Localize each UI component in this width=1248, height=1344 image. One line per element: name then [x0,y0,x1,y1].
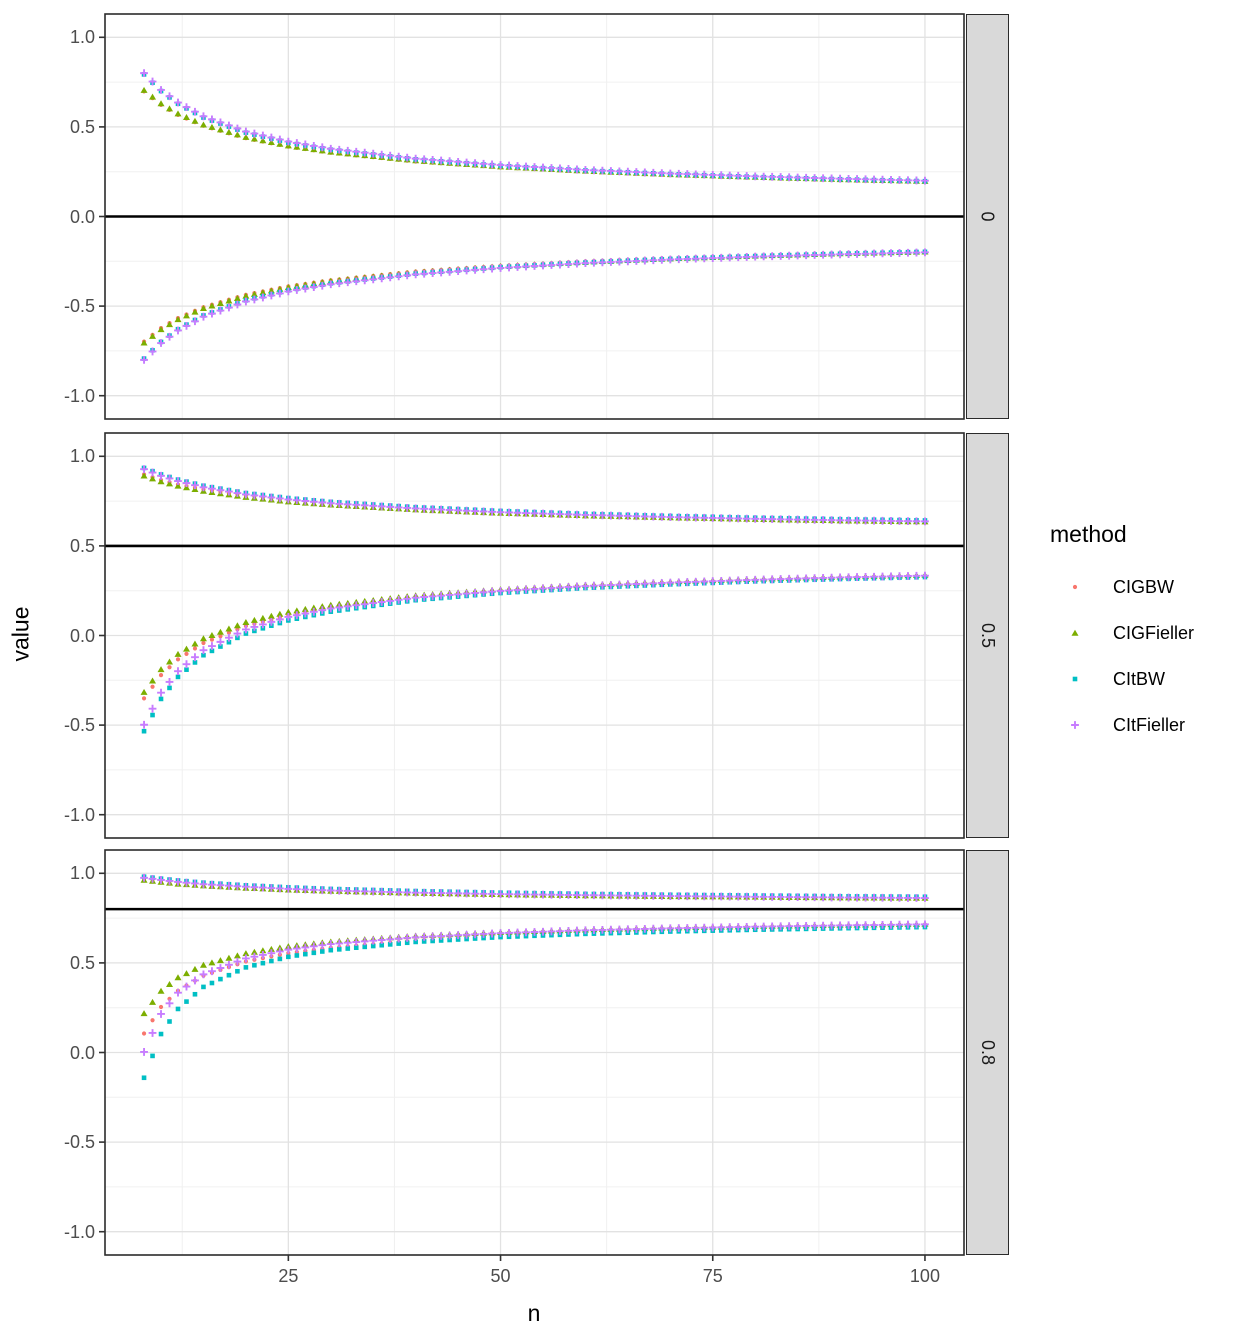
y-tick-label: 0.5 [69,952,95,973]
y-tick-label: 1.0 [69,863,95,884]
facet-strip-0.5: 0.5 [966,433,1009,838]
y-tick-label: 0.0 [69,625,95,646]
x-tick-label: 50 [490,1266,511,1286]
y-tick-label: -0.5 [63,296,95,317]
facet-strip-label: 0.8 [978,1039,998,1066]
cigbw-marker-icon [1072,584,1078,590]
y-tick-label: 0.0 [69,206,95,227]
panel-0 [99,13,965,420]
panel-0.8 [99,849,965,1261]
series-CItFieller-points [140,873,929,1056]
y-tick-label: -1.0 [63,804,95,825]
citfieller-marker-icon [1071,721,1079,729]
x-tick-label: 25 [278,1266,299,1286]
y-tick-label: -1.0 [63,385,95,406]
y-tick-label: 0.0 [69,1042,95,1063]
x-tick-label: 100 [909,1266,940,1286]
y-tick-label: 1.0 [69,27,95,48]
x-tick-label: 75 [702,1266,723,1286]
facet-strip-0.8: 0.8 [966,850,1009,1255]
legend-item-cigbw: CIGBW [1040,564,1248,610]
series-CItFieller-points [140,465,929,729]
legend-label: CIGBW [1113,576,1174,597]
x-axis-title: n [527,1300,541,1326]
facet-strip-label: 0.5 [978,622,998,649]
series-CItFieller-points [140,69,929,364]
legend-label: CItBW [1113,668,1165,689]
y-tick-label: 0.5 [69,116,95,137]
y-tick-label: 0.5 [69,535,95,556]
y-tick-label: -1.0 [63,1221,95,1242]
legend-title: method [1050,521,1127,547]
cigfieller-marker-icon [1071,629,1079,636]
facet-strip-label: 0 [977,211,998,222]
legend: method CIGBW CIGFieller CItBW CItFieller [1040,521,1248,748]
legend-item-citbw: CItBW [1040,656,1248,702]
panel-0.5 [99,432,965,839]
citbw-marker-icon [1072,676,1078,682]
legend-label: CItFieller [1113,714,1186,735]
y-tick-label: -0.5 [63,715,95,736]
y-tick-label: 1.0 [69,446,95,467]
facet-strip-0: 0 [966,14,1009,419]
legend-item-cigfieller: CIGFieller [1040,610,1248,656]
legend-item-citfieller: CItFieller [1040,702,1248,748]
y-tick-label: -0.5 [63,1132,95,1153]
legend-label: CIGFieller [1113,622,1195,643]
